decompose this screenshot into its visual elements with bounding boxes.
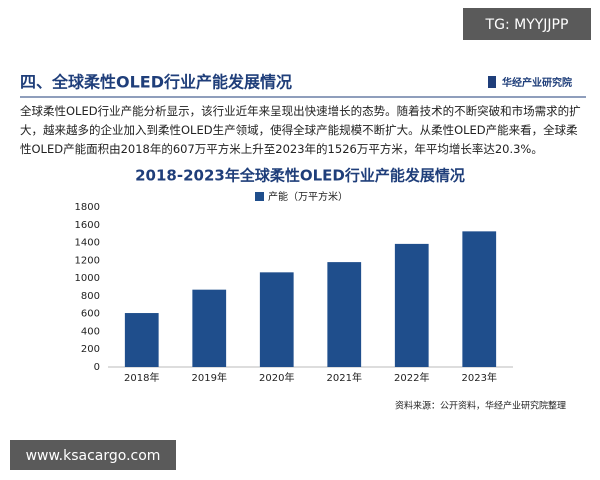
legend-label: 产能（万平方米） bbox=[268, 190, 348, 203]
bar bbox=[394, 243, 429, 367]
y-tick-label: 400 bbox=[81, 326, 100, 337]
x-tick-label: 2021年 bbox=[327, 371, 362, 384]
logo: 华经产业研究院 bbox=[502, 76, 572, 89]
section-title: 四、全球柔性OLED行业产能发展情况 bbox=[20, 73, 292, 92]
source: 资料来源：公开资料，华经产业研究院整理 bbox=[395, 400, 566, 412]
site-box bbox=[10, 440, 176, 470]
y-tick-label: 0 bbox=[94, 362, 100, 373]
bar bbox=[462, 231, 497, 367]
y-tick-label: 200 bbox=[81, 344, 100, 355]
x-tick-label: 2020年 bbox=[259, 371, 294, 384]
logo-icon bbox=[488, 76, 496, 88]
tag-box bbox=[463, 8, 591, 40]
x-tick-label: 2018年 bbox=[124, 371, 159, 384]
x-tick-label: 2022年 bbox=[394, 371, 429, 384]
tag: TG: MYYJJPP bbox=[485, 17, 569, 33]
y-tick-label: 800 bbox=[81, 291, 100, 302]
bar bbox=[327, 262, 362, 367]
bar bbox=[192, 289, 227, 367]
y-tick-label: 1800 bbox=[75, 202, 100, 213]
y-tick-label: 1600 bbox=[75, 220, 100, 231]
site: www.ksacargo.com bbox=[26, 448, 161, 464]
y-tick-label: 1000 bbox=[75, 273, 100, 284]
x-tick-label: 2019年 bbox=[192, 371, 227, 384]
x-tick-label: 2023年 bbox=[462, 371, 497, 384]
bar bbox=[124, 313, 159, 367]
paragraph: 全球柔性OLED行业产能分析显示，该行业近年来呈现出快速增长的态势。随着技术的不… bbox=[20, 104, 581, 156]
bar bbox=[259, 272, 294, 367]
chart-title: 2018-2023年全球柔性OLED行业产能发展情况 bbox=[135, 167, 465, 185]
y-tick-label: 1200 bbox=[75, 255, 100, 266]
y-tick-label: 600 bbox=[81, 309, 100, 320]
y-tick-label: 1400 bbox=[75, 238, 100, 249]
legend-swatch bbox=[255, 192, 264, 201]
